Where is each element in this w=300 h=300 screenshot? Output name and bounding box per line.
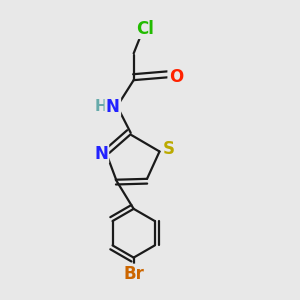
Text: Br: Br bbox=[123, 265, 144, 283]
Text: O: O bbox=[169, 68, 183, 85]
Text: Cl: Cl bbox=[136, 20, 154, 38]
Text: N: N bbox=[94, 145, 108, 163]
Text: N: N bbox=[106, 98, 120, 116]
Text: S: S bbox=[162, 140, 174, 158]
Text: H: H bbox=[94, 99, 107, 114]
